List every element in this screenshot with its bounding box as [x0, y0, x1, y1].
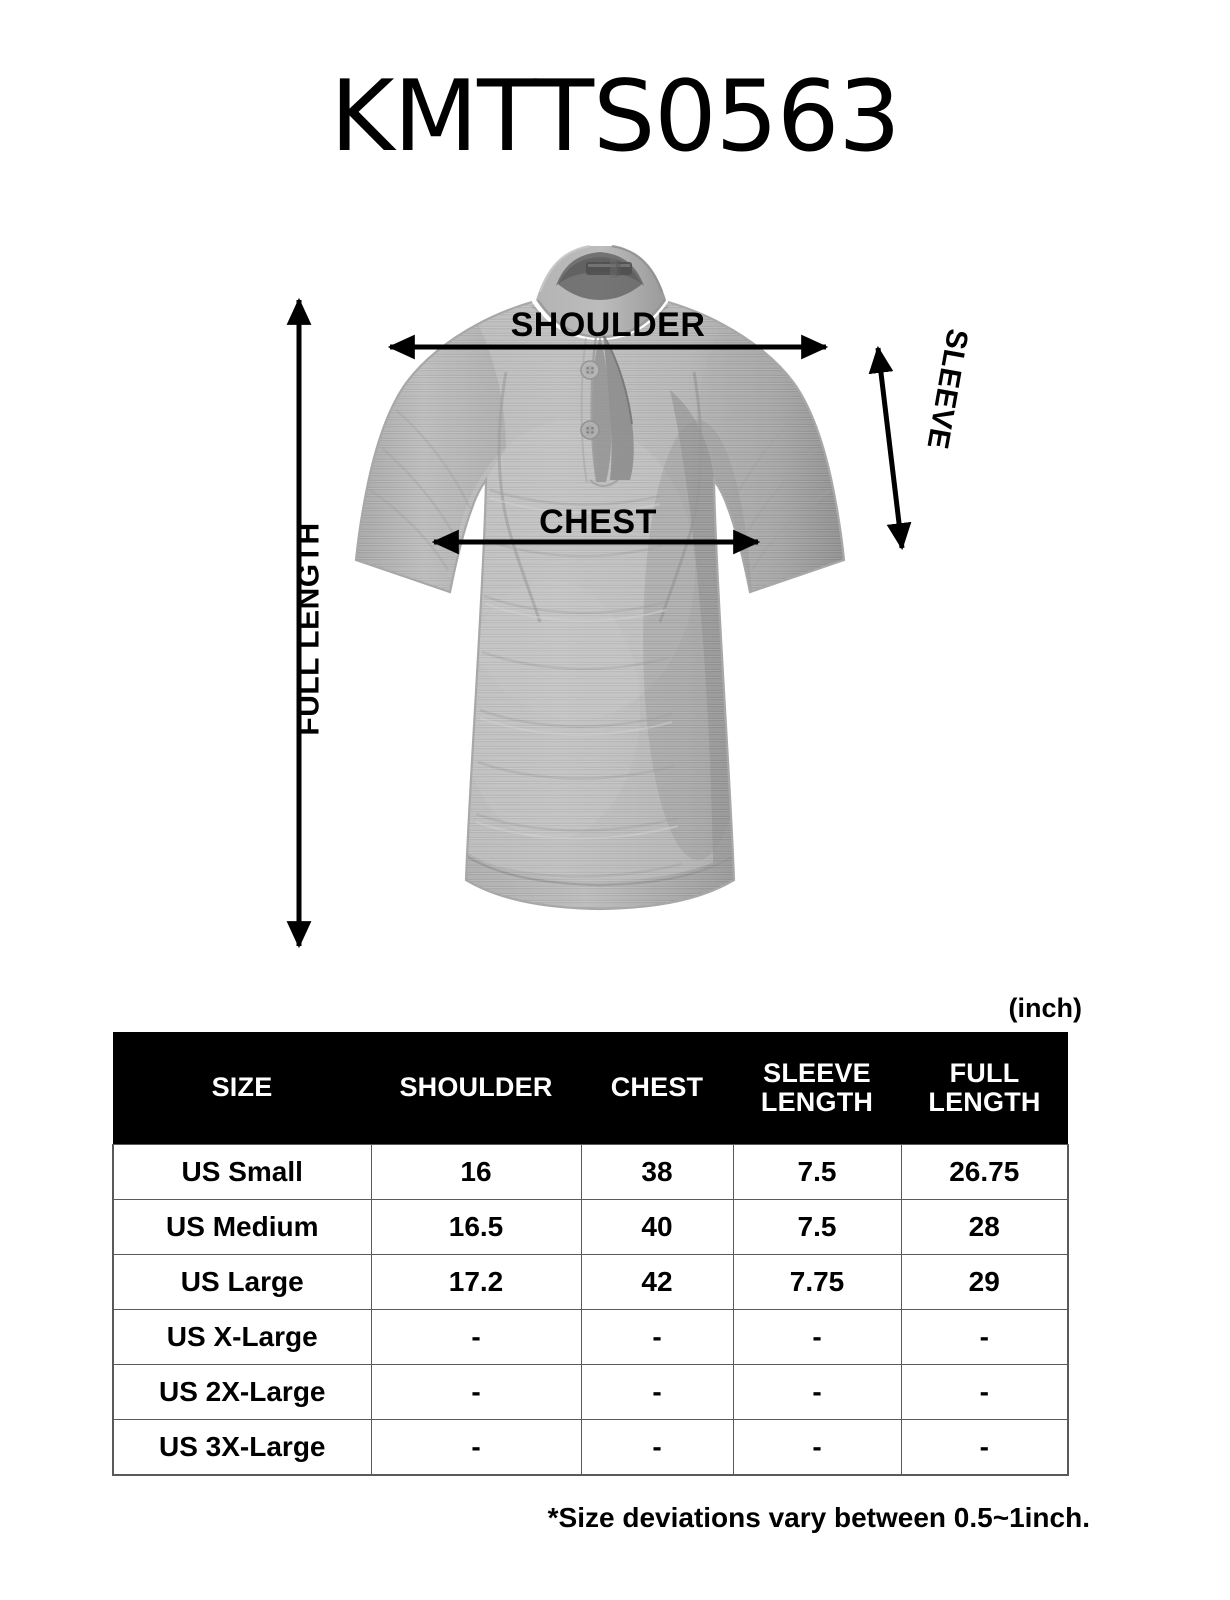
band-collar: [536, 244, 666, 339]
cell-size: US Medium: [112, 1199, 372, 1255]
cell-full-length: -: [900, 1309, 1069, 1365]
shirt-button: [580, 420, 600, 440]
cell-size: US 2X-Large: [112, 1364, 372, 1420]
cell-size: US X-Large: [112, 1309, 372, 1365]
cell-full-length: 28: [900, 1199, 1069, 1255]
units-caption: (inch): [1008, 993, 1083, 1023]
size-table-body: US Small 16 38 7.5 26.75 US Medium 16.5 …: [112, 1144, 1069, 1476]
cell-full-length: 26.75: [900, 1144, 1069, 1200]
table-row: US X-Large - - - -: [112, 1309, 1069, 1365]
cell-sleeve-length: 7.75: [732, 1254, 902, 1310]
cell-chest: -: [580, 1419, 734, 1476]
column-header-size: SIZE: [113, 1032, 371, 1145]
header-line-2: LENGTH: [760, 1087, 874, 1117]
cell-size: US 3X-Large: [112, 1419, 372, 1476]
header-line-1: SIZE: [211, 1072, 273, 1103]
cell-shoulder: 17.2: [370, 1254, 582, 1310]
cell-shoulder: -: [370, 1419, 582, 1476]
cell-size: US Large: [112, 1254, 372, 1310]
cell-shoulder: -: [370, 1309, 582, 1365]
cell-full-length: -: [900, 1419, 1069, 1476]
shoulder-label: SHOULDER: [510, 306, 706, 344]
page-title: KMTTS0563: [330, 60, 900, 174]
cell-chest: -: [580, 1364, 734, 1420]
cell-shoulder: 16: [370, 1144, 582, 1200]
cell-chest: 40: [580, 1199, 734, 1255]
size-table: SIZE SHOULDER CHEST SLEEVE LENGTH FULL L: [112, 1032, 1069, 1476]
header-line-1: SHOULDER: [399, 1072, 553, 1103]
garment-illustration: [300, 240, 900, 960]
size-table-container: SIZE SHOULDER CHEST SLEEVE LENGTH FULL L: [112, 1032, 1069, 1476]
header-line-1: CHEST: [610, 1072, 704, 1103]
shirt-outline: [354, 300, 846, 911]
shirt-button: [580, 360, 600, 380]
cell-sleeve-length: 7.5: [732, 1144, 902, 1200]
button-placket: [580, 335, 634, 488]
sleeve-label: SLEEVE: [920, 326, 974, 452]
header-line-2: LENGTH: [928, 1087, 1041, 1117]
cell-sleeve-length: 7.5: [732, 1199, 902, 1255]
cell-sleeve-length: -: [732, 1419, 902, 1476]
size-deviation-footnote: *Size deviations vary between 0.5~1inch.: [547, 1502, 1090, 1533]
size-table-header: SIZE SHOULDER CHEST SLEEVE LENGTH FULL L: [113, 1032, 1068, 1145]
table-row: US 2X-Large - - - -: [112, 1364, 1069, 1420]
full-length-label: FULL LENGTH: [292, 522, 326, 736]
cell-shoulder: -: [370, 1364, 582, 1420]
cell-full-length: -: [900, 1364, 1069, 1420]
column-header-full-length: FULL LENGTH: [901, 1032, 1068, 1145]
table-row: US 3X-Large - - - -: [112, 1419, 1069, 1476]
cell-size: US Small: [112, 1144, 372, 1200]
cell-chest: -: [580, 1309, 734, 1365]
header-line-1: SLEEVE: [763, 1057, 871, 1088]
table-row: US Large 17.2 42 7.75 29: [112, 1254, 1069, 1310]
chest-label: CHEST: [539, 503, 657, 541]
column-header-shoulder: SHOULDER: [371, 1032, 581, 1145]
cell-sleeve-length: -: [732, 1364, 902, 1420]
cell-shoulder: 16.5: [370, 1199, 582, 1255]
cell-sleeve-length: -: [732, 1309, 902, 1365]
column-header-sleeve-length: SLEEVE LENGTH: [733, 1032, 901, 1145]
column-header-chest: CHEST: [581, 1032, 733, 1145]
cell-chest: 42: [580, 1254, 734, 1310]
cell-chest: 38: [580, 1144, 734, 1200]
table-row: US Small 16 38 7.5 26.75: [112, 1144, 1069, 1200]
header-row: SIZE SHOULDER CHEST SLEEVE LENGTH FULL L: [113, 1032, 1068, 1145]
cell-full-length: 29: [900, 1254, 1069, 1310]
header-line-1: FULL: [949, 1057, 1020, 1088]
table-row: US Medium 16.5 40 7.5 28: [112, 1199, 1069, 1255]
